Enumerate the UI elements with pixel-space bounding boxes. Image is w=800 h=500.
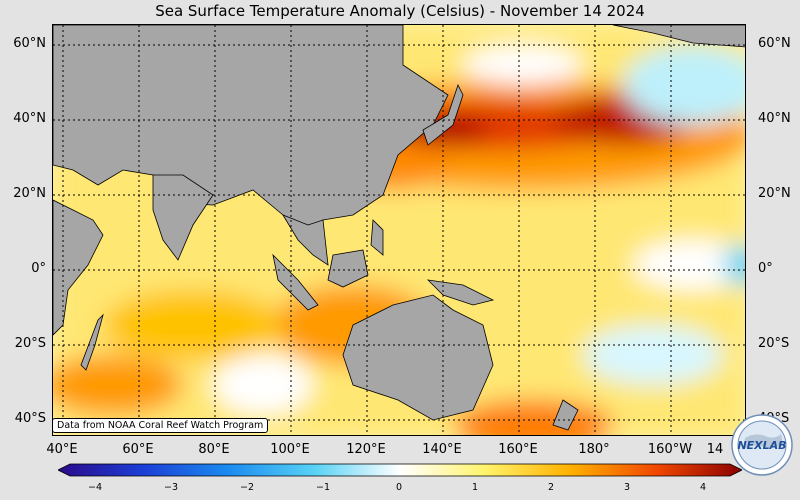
lat-label-left: 20°N: [13, 186, 46, 201]
lon-label: 40°E: [46, 442, 78, 457]
lon-label: 100°E: [270, 442, 310, 457]
lon-label: 60°E: [122, 442, 154, 457]
nexlab-logo-text: NEXLAB: [737, 439, 786, 452]
lat-label-right: 40°N: [758, 111, 791, 126]
indochina-landmass: [282, 214, 329, 266]
colorbar-tick: −1: [315, 482, 330, 493]
lat-label-right: 20°N: [758, 186, 791, 201]
lon-label: 80°E: [198, 442, 230, 457]
africa-landmass: [53, 199, 104, 336]
lon-label: 160°W: [647, 442, 693, 457]
lon-label: 14: [706, 442, 724, 457]
lon-label: 120°E: [346, 442, 386, 457]
sst-anomaly-map: [52, 24, 746, 436]
madagascar-landmass: [80, 313, 104, 371]
lat-label-left: 40°N: [13, 111, 46, 126]
lon-label: 140°E: [422, 442, 462, 457]
lat-label-left: 0°: [31, 261, 46, 276]
colorbar-gradient: [58, 463, 742, 477]
colorbar-tick: 3: [623, 482, 631, 493]
japan-landmass: [422, 83, 464, 146]
new-guinea-landmass: [426, 279, 495, 306]
lat-lon-grid: [53, 25, 745, 435]
lon-label: 160°E: [498, 442, 538, 457]
colorbar-tick: 4: [699, 482, 707, 493]
colorbar-tick: 0: [395, 482, 403, 493]
new-zealand-landmass: [552, 399, 579, 431]
lat-label-left: 20°S: [14, 336, 46, 351]
sumatra-landmass: [272, 253, 319, 311]
lat-label-left: 40°S: [14, 411, 46, 426]
colorbar: [58, 463, 742, 477]
lon-label: 180°: [578, 442, 610, 457]
colorbar-tick: −3: [163, 482, 178, 493]
india-landmass: [152, 174, 214, 261]
map-title: Sea Surface Temperature Anomaly (Celsius…: [155, 2, 645, 20]
colorbar-tick: 2: [547, 482, 555, 493]
lat-label-right: 20°S: [758, 336, 790, 351]
lat-label-right: 0°: [758, 261, 773, 276]
philippines-landmass: [370, 219, 384, 256]
lat-label-right: 60°N: [758, 36, 791, 51]
nexlab-logo: NEXLAB: [731, 414, 793, 476]
lat-label-left: 60°N: [13, 36, 46, 51]
land-masses: [53, 25, 745, 431]
colorbar-tick: −4: [87, 482, 102, 493]
colorbar-tick: −2: [239, 482, 254, 493]
australia-landmass: [342, 294, 494, 421]
data-credit-box: Data from NOAA Coral Reef Watch Program: [52, 418, 269, 433]
borneo-landmass: [327, 249, 369, 288]
colorbar-tick: 1: [471, 482, 479, 493]
